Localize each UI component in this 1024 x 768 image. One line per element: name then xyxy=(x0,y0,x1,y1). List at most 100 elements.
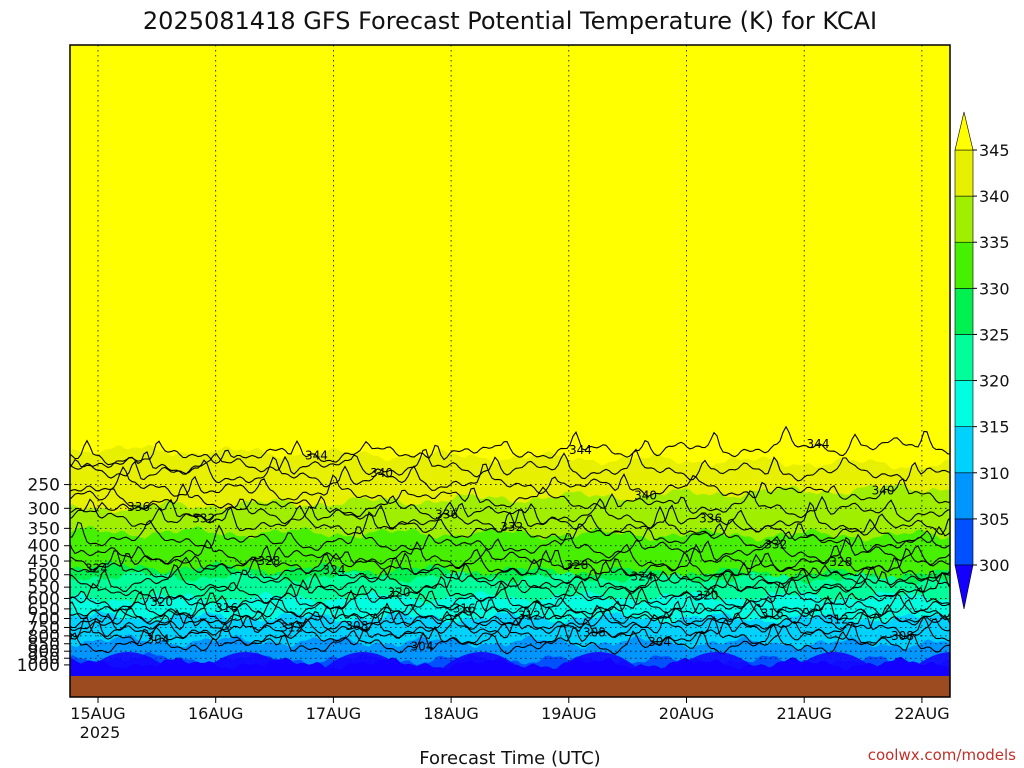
x-tick-label-16AUG: 16AUG xyxy=(188,704,243,723)
contour-326 xyxy=(70,545,950,582)
colorbar-tick-label-315: 315 xyxy=(979,418,1010,437)
contour-312 xyxy=(70,598,950,631)
colorbar-tick-label-310: 310 xyxy=(979,464,1010,483)
time-axis: 15AUG 16AUG 17AUG 18AUG 19AUG 20AUG 21AUG 22AUG xyxy=(70,697,950,723)
y-tick-label-500: 500 xyxy=(28,566,60,586)
colorbar-tick-label-325: 325 xyxy=(979,325,1010,344)
contour-label-344: 344 xyxy=(807,437,830,451)
contour-label-304: 304 xyxy=(147,633,170,647)
x-axis-label: Forecast Time (UTC) xyxy=(419,748,600,768)
contour-316 xyxy=(70,589,950,620)
x-tick-label-20AUG: 20AUG xyxy=(659,704,714,723)
y-tick-label-350: 350 xyxy=(28,519,60,539)
contour-label-316: 316 xyxy=(215,601,238,615)
contour-318 xyxy=(70,581,950,612)
contour-328 xyxy=(70,539,950,573)
contour-label-316: 316 xyxy=(761,607,784,621)
plot-frame xyxy=(69,44,951,698)
y-tick-label-600: 600 xyxy=(28,589,60,609)
y-tick-label-550: 550 xyxy=(28,578,60,598)
contour-label-328: 328 xyxy=(257,554,280,568)
contour-label-344: 344 xyxy=(305,448,328,462)
contour-332 xyxy=(70,498,950,553)
contour-304 xyxy=(70,623,950,655)
colorbar-segment xyxy=(954,426,974,474)
contour-310 xyxy=(70,602,950,635)
y-tick-label-400: 400 xyxy=(28,537,60,557)
contour-label-324: 324 xyxy=(323,563,346,577)
y-tick-label-750: 750 xyxy=(28,618,60,638)
contour-label-332: 332 xyxy=(500,520,523,534)
contour-label-340: 340 xyxy=(872,484,895,498)
x-tick-label-15AUG: 15AUG xyxy=(70,704,125,723)
contour-label-336: 336 xyxy=(699,512,722,526)
colorbar-tick-label-340: 340 xyxy=(979,187,1010,206)
colorbar-segment xyxy=(954,518,974,566)
colorbar-tick-label-305: 305 xyxy=(979,510,1010,529)
y-tick-label-850: 850 xyxy=(28,635,60,655)
contour-label-336: 336 xyxy=(435,507,458,521)
chart-title: 2025081418 GFS Forecast Potential Temper… xyxy=(143,7,877,35)
colorbar-tick-label-345: 345 xyxy=(979,141,1010,160)
x-tick-label-22AUG: 22AUG xyxy=(894,704,949,723)
y-tick-label-650: 650 xyxy=(28,600,60,620)
ground-surface xyxy=(70,676,950,697)
contour-340 xyxy=(70,456,950,504)
contour-label-324: 324 xyxy=(85,561,108,575)
contour-label-308: 308 xyxy=(891,629,914,643)
y-tick-label-950: 950 xyxy=(28,649,60,669)
contour-314 xyxy=(70,593,950,626)
contour-label-304: 304 xyxy=(411,640,434,654)
y-tick-label-300: 300 xyxy=(28,499,60,519)
contour-342 xyxy=(70,448,950,482)
y-tick-label-250: 250 xyxy=(28,476,60,496)
watermark-text: coolwx.com/models xyxy=(868,746,1016,764)
contour-label-320: 320 xyxy=(696,589,719,603)
colorbar-tick-label-300: 300 xyxy=(979,556,1010,575)
colorbar-tick-label-320: 320 xyxy=(979,372,1010,391)
y-tick-label-450: 450 xyxy=(28,552,60,572)
contour-label-332: 332 xyxy=(764,538,787,552)
contour-label-340: 340 xyxy=(634,488,657,502)
contour-label-308: 308 xyxy=(345,619,368,633)
x-tick-label-18AUG: 18AUG xyxy=(423,704,478,723)
contour-label-304: 304 xyxy=(648,635,671,649)
y-tick-label-1000: 1000 xyxy=(17,656,60,676)
year-label: 2025 xyxy=(80,723,121,742)
colorbar-tick-label-330: 330 xyxy=(979,279,1010,298)
colorbar-segment xyxy=(954,380,974,427)
contour-label-324: 324 xyxy=(631,570,654,584)
colorbar-segment xyxy=(954,472,974,520)
colorbar-extend-low xyxy=(954,564,974,610)
colorbar-segment xyxy=(954,195,974,243)
contour-320 xyxy=(70,570,950,604)
y-tick-label-700: 700 xyxy=(28,610,60,630)
contour-label-328: 328 xyxy=(565,558,588,572)
grid-lines xyxy=(70,45,950,697)
colorbar-extend-high xyxy=(954,111,974,151)
contour-322 xyxy=(70,564,950,594)
colorbar: 300 305 310 315 320 325 330 335 340 345 xyxy=(954,111,1010,610)
contour-344 xyxy=(70,425,950,466)
contour-label-340: 340 xyxy=(370,466,393,480)
contour-label-332: 332 xyxy=(192,512,215,526)
x-tick-label-19AUG: 19AUG xyxy=(541,704,596,723)
contour-330 xyxy=(70,519,950,566)
colorbar-tick-label-335: 335 xyxy=(979,233,1010,252)
color-bands xyxy=(70,45,950,697)
colorbar-segment xyxy=(954,241,974,289)
contour-334 xyxy=(70,498,950,544)
x-tick-label-21AUG: 21AUG xyxy=(776,704,831,723)
colorbar-segment xyxy=(954,334,974,381)
contour-label-344: 344 xyxy=(569,443,592,457)
y-tick-label-900: 900 xyxy=(28,642,60,662)
colorbar-segment xyxy=(954,149,974,197)
pressure-axis: 250 3003504004505005506006507007508008509… xyxy=(17,476,70,676)
contour-label-328: 328 xyxy=(829,555,852,569)
y-tick-label-800: 800 xyxy=(28,627,60,647)
contour-label-312: 312 xyxy=(826,612,849,626)
colorbar-segment xyxy=(954,288,974,335)
x-tick-label-17AUG: 17AUG xyxy=(306,704,361,723)
